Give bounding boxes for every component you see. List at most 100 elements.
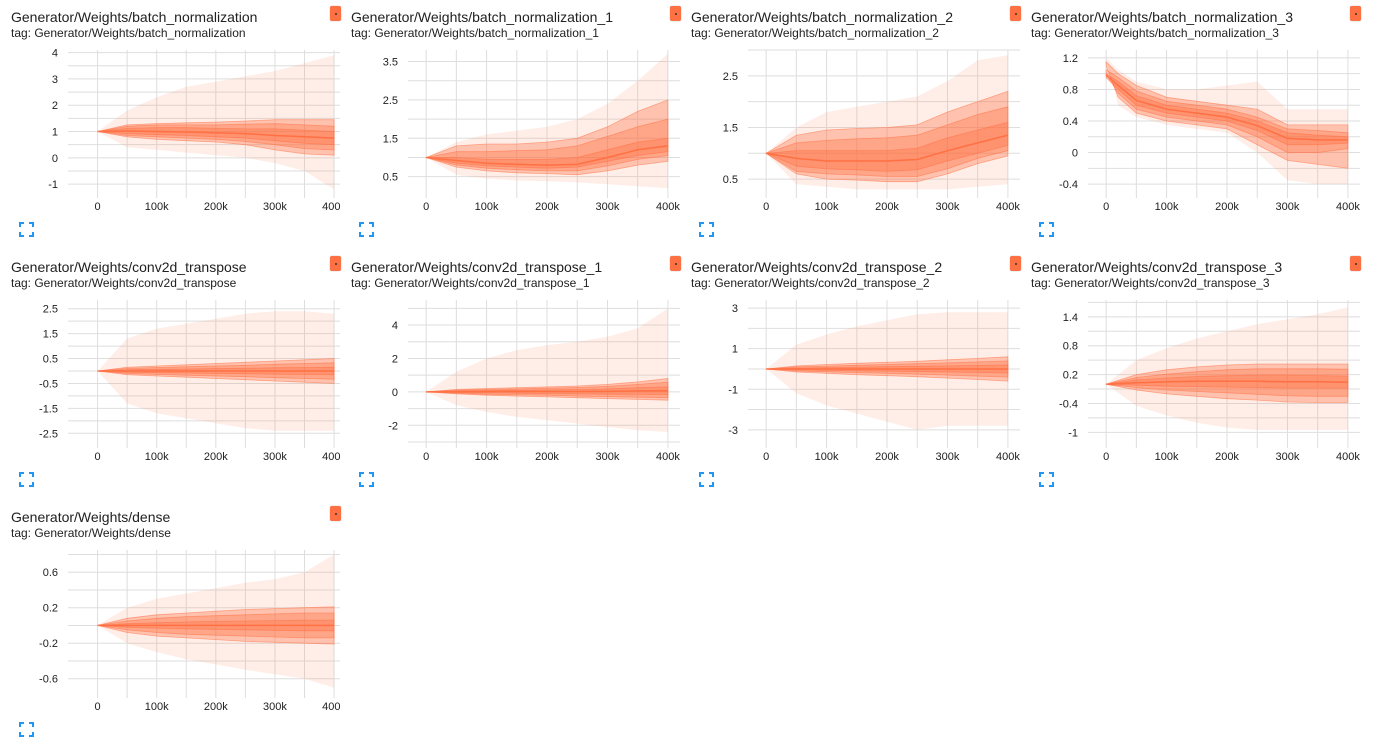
histogram-chart: 0.5 1.5 2.5 0 100k 200k 300k 400k [723, 49, 1020, 213]
y-tick-label: 0.5 [43, 354, 58, 366]
histogram-median-line [1105, 74, 1348, 141]
y-tick-label: 3.5 [383, 57, 398, 69]
x-tick-label: 200k [875, 201, 899, 213]
y-tick-label: 0.5 [383, 172, 398, 184]
x-tick-label: 100k [815, 451, 839, 463]
histogram-band-outer [766, 55, 1008, 190]
y-tick-label: -0.6 [39, 674, 58, 686]
histogram-chart: 0.5 1.5 2.5 3.5 0 100k 200k 300k 400k [383, 50, 680, 213]
histogram-band-p31-p69 [426, 137, 669, 169]
y-tick-label: 3 [52, 74, 58, 86]
chart-title: Generator/Weights/conv2d_transpose_2 [691, 259, 943, 275]
histogram-band-p7-p93 [1105, 60, 1349, 169]
run-color-chip[interactable] [670, 256, 681, 271]
chart-card-conv2d-transpose-3: Generator/Weights/conv2d_transpose_3 tag:… [1020, 250, 1361, 500]
expand-icon[interactable] [359, 222, 374, 237]
chart-tag: tag: Generator/Weights/conv2d_transpose [11, 276, 237, 290]
run-color-chip[interactable] [330, 506, 341, 521]
expand-icon[interactable] [19, 472, 34, 487]
run-color-chip[interactable] [330, 6, 341, 21]
chart-tag: tag: Generator/Weights/batch_normalizati… [1031, 26, 1279, 40]
chart-card-batch-normalization: Generator/Weights/batch_normalization tag… [0, 0, 341, 250]
expand-icon[interactable] [1039, 472, 1054, 487]
chart-tag: tag: Generator/Weights/conv2d_transpose_… [351, 276, 590, 290]
y-tick-label: 2.5 [43, 304, 58, 316]
histogram-median-line [97, 130, 335, 139]
y-tick-label: 0.8 [1063, 84, 1078, 96]
x-tick-label: 200k [204, 201, 228, 213]
y-tick-label: 0.4 [1063, 116, 1078, 128]
x-tick-label: 400k [322, 451, 340, 463]
x-tick-label: 100k [145, 451, 169, 463]
y-tick-label: 2.5 [723, 71, 738, 83]
chart-title: Generator/Weights/dense [11, 509, 171, 525]
run-color-chip[interactable] [1350, 256, 1361, 271]
chart-title: Generator/Weights/batch_normalization_1 [351, 9, 614, 25]
chart-tag: tag: Generator/Weights/conv2d_transpose_… [1031, 276, 1270, 290]
histogram-chart: -3 -1 1 3 0 100k 200k 300k 400k [728, 300, 1020, 463]
y-tick-label: 1.2 [1063, 53, 1078, 65]
y-tick-label: -0.5 [39, 378, 58, 390]
x-tick-label: 0 [423, 451, 429, 463]
expand-icon[interactable] [359, 472, 374, 487]
y-tick-label: 4 [52, 48, 58, 60]
expand-icon[interactable] [699, 472, 714, 487]
expand-icon[interactable] [699, 222, 714, 237]
y-tick-label: -0.4 [1059, 179, 1078, 191]
y-tick-label: 0.8 [1063, 341, 1078, 353]
x-tick-label: 200k [535, 201, 559, 213]
chart-title: Generator/Weights/conv2d_transpose [11, 259, 247, 275]
x-tick-label: 0 [95, 201, 101, 213]
x-tick-label: 100k [475, 201, 499, 213]
x-tick-label: 100k [145, 201, 169, 213]
histogram-chart: -1 -0.4 0.2 0.8 1.4 0 100k 200k 300k 400k [1059, 300, 1360, 463]
histogram-band-p31-p69 [1105, 72, 1349, 146]
x-tick-label: 0 [423, 201, 429, 213]
chart-card-dense: Generator/Weights/dense tag: Generator/We… [0, 500, 341, 750]
expand-icon[interactable] [19, 222, 34, 237]
chart-tag: tag: Generator/Weights/conv2d_transpose_… [691, 276, 930, 290]
expand-icon[interactable] [1039, 222, 1054, 237]
chart-tag: tag: Generator/Weights/dense [11, 526, 171, 540]
y-tick-label: 1.5 [723, 122, 738, 134]
y-tick-label: 0.2 [1063, 370, 1078, 382]
x-tick-label: 100k [1155, 451, 1179, 463]
run-color-chip[interactable] [330, 256, 341, 271]
y-tick-label: -0.2 [39, 638, 58, 650]
y-tick-label: 2 [392, 353, 398, 365]
x-tick-label: 300k [263, 201, 287, 213]
run-color-chip[interactable] [1350, 6, 1361, 21]
histogram-band-outer [426, 308, 668, 432]
run-color-chip[interactable] [1010, 256, 1021, 271]
x-tick-label: 100k [1155, 201, 1179, 213]
x-tick-label: 200k [204, 701, 228, 713]
x-tick-label: 200k [1215, 201, 1239, 213]
x-tick-label: 200k [875, 451, 899, 463]
y-tick-label: 2 [52, 100, 58, 112]
x-tick-label: 400k [656, 451, 680, 463]
x-tick-label: 0 [95, 701, 101, 713]
x-tick-label: 200k [535, 451, 559, 463]
run-color-chip[interactable] [670, 6, 681, 21]
chart-title: Generator/Weights/batch_normalization_2 [691, 9, 954, 25]
histogram-median-line [426, 145, 668, 166]
y-tick-label: 1 [52, 127, 58, 139]
x-tick-label: 400k [1336, 451, 1360, 463]
x-tick-label: 300k [263, 451, 287, 463]
y-tick-label: 0.5 [723, 174, 738, 186]
y-tick-label: -0.4 [1059, 398, 1078, 410]
y-tick-label: -1 [48, 179, 58, 191]
y-tick-label: 0 [392, 387, 398, 399]
y-tick-label: -2.5 [39, 428, 58, 440]
y-tick-label: -1.5 [39, 403, 58, 415]
y-tick-label: 4 [392, 320, 398, 332]
expand-icon[interactable] [19, 722, 34, 737]
x-tick-label: 300k [596, 451, 620, 463]
chart-tag: tag: Generator/Weights/batch_normalizati… [691, 26, 939, 40]
x-tick-label: 400k [322, 701, 340, 713]
run-color-chip[interactable] [1010, 6, 1021, 21]
x-tick-label: 400k [996, 451, 1020, 463]
histogram-band-p16-p84 [1105, 68, 1349, 153]
histogram-chart: -1 0 1 2 3 4 0 100k 200k 300k 400k [48, 48, 340, 213]
x-tick-label: 100k [145, 701, 169, 713]
